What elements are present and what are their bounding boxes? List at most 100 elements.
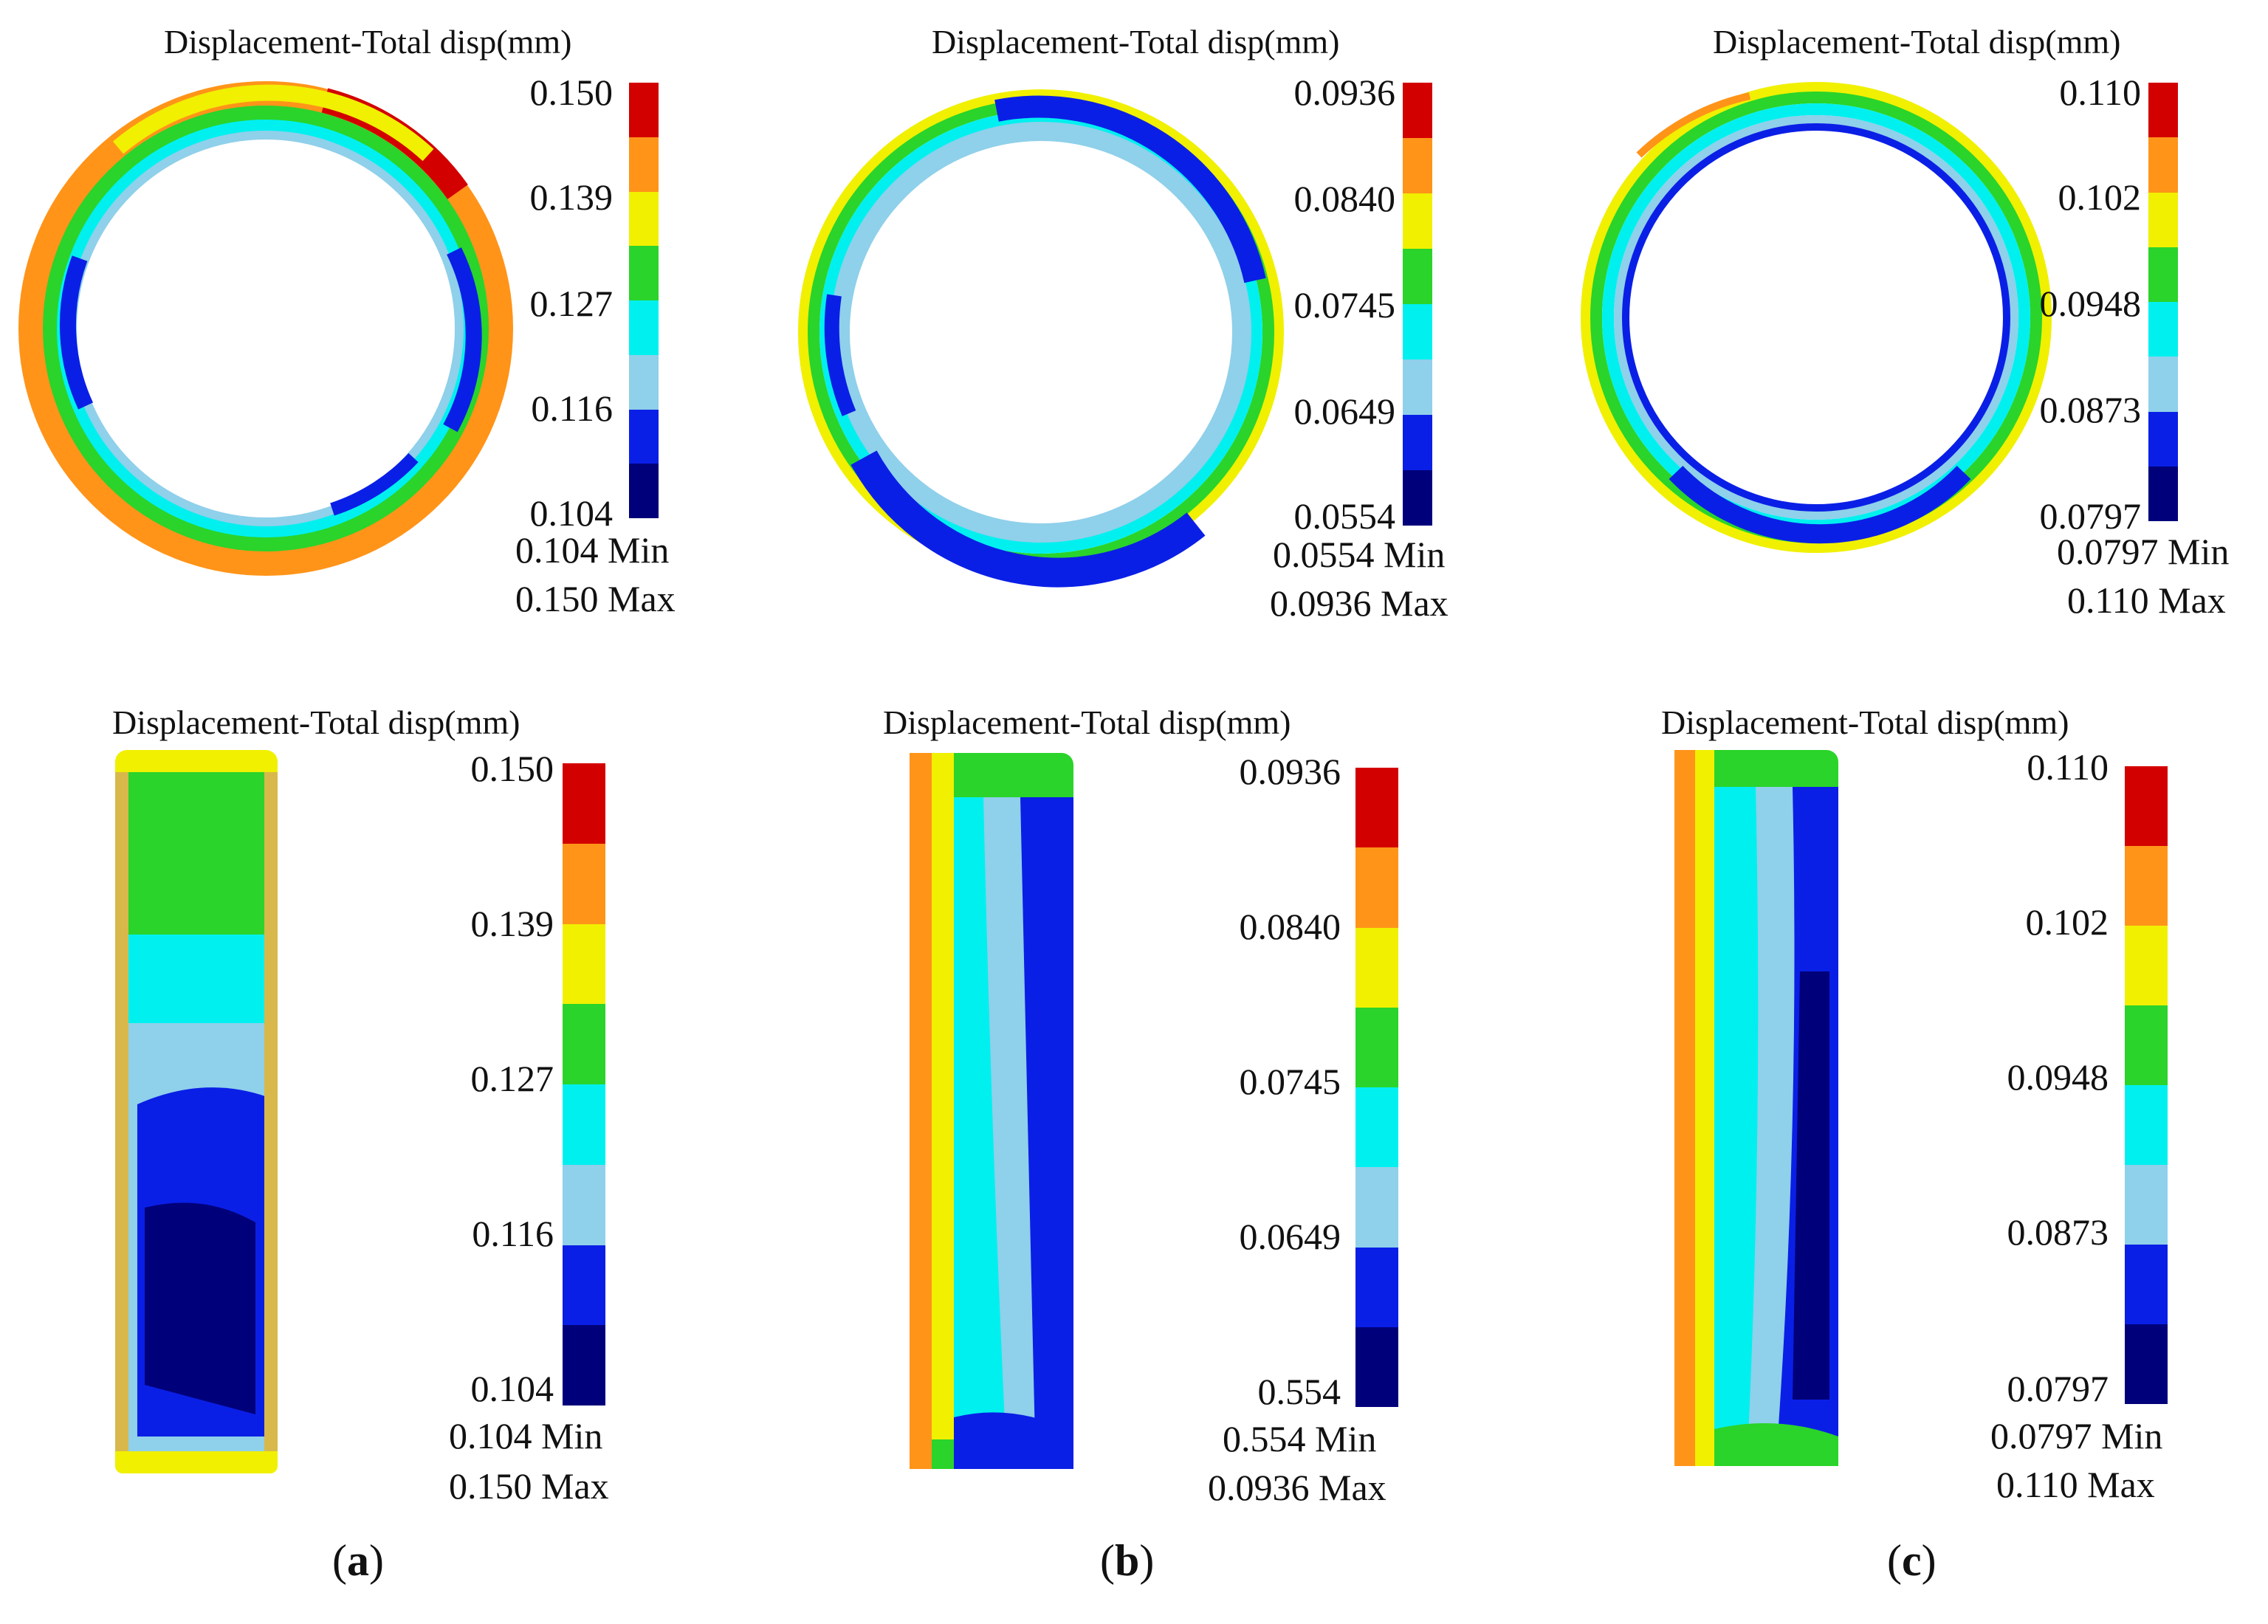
legend-tick-4: 0.0873 (2039, 389, 2142, 430)
ring-model-top-c (1581, 82, 2052, 553)
legend-tick-3: 0.127 (529, 283, 614, 324)
legend-title: Displacement-Total disp(mm) (1713, 23, 2121, 61)
legend-tick-3: 0.0745 (1239, 1061, 1341, 1102)
legend-tick-2: 0.139 (470, 903, 554, 944)
color-band-7 (629, 409, 659, 464)
color-band-3 (1403, 193, 1432, 249)
max-value: 0.110 Max (2067, 579, 2226, 621)
color-band-5 (563, 1084, 605, 1165)
min-value: 0.104 Min (515, 529, 670, 571)
color-band-7 (563, 1245, 605, 1326)
caption-b: (b) (1100, 1535, 1154, 1586)
color-band-2 (2148, 137, 2178, 193)
legend-tick-1: 0.0936 (1293, 72, 1396, 113)
legend-tick-5: 0.0797 (2039, 495, 2142, 537)
color-band-6 (1403, 359, 1432, 415)
color-band-1 (2148, 83, 2178, 138)
color-band-5 (2125, 1085, 2168, 1165)
color-band-4 (629, 246, 659, 300)
color-band-7 (1403, 415, 1432, 470)
legend-tick-5: 0.554 (1257, 1371, 1341, 1412)
min-value: 0.0554 Min (1273, 534, 1446, 575)
color-band-7 (2125, 1245, 2168, 1324)
color-band-2 (2125, 846, 2168, 926)
caption-close-paren: ) (368, 1536, 384, 1585)
caption-close-paren: ) (1921, 1536, 1937, 1585)
legend-tick-4: 0.0649 (1239, 1216, 1341, 1257)
legend-tick-1: 0.110 (2059, 72, 2141, 113)
caption-close-paren: ) (1139, 1536, 1155, 1585)
legend-title: Displacement-Total disp(mm) (164, 23, 572, 61)
legend-tick-2: 0.102 (2025, 901, 2109, 943)
color-band-2 (629, 137, 659, 192)
color-band-2 (1403, 138, 1432, 193)
color-band-3 (629, 191, 659, 247)
legend-tick-3: 0.0745 (1293, 284, 1396, 326)
color-band-6 (2125, 1165, 2168, 1245)
max-value: 0.150 Max (449, 1465, 609, 1507)
color-band-1 (563, 763, 605, 844)
color-band-6 (1355, 1167, 1398, 1248)
legend-tick-5: 0.0797 (2007, 1368, 2109, 1409)
legend-tick-3: 0.127 (470, 1058, 554, 1099)
legend-tick-4: 0.0649 (1293, 390, 1396, 432)
caption-letter: c (1901, 1536, 1922, 1585)
ring-model-top-b (798, 89, 1284, 588)
color-band-5 (1355, 1087, 1398, 1168)
color-band-8 (2148, 466, 2178, 521)
color-band-2 (563, 843, 605, 924)
legend-tick-4: 0.116 (472, 1213, 554, 1254)
color-band-7 (1355, 1247, 1398, 1327)
legend-tick-5: 0.104 (529, 492, 614, 534)
color-band-3 (2148, 192, 2178, 247)
legend-tick-2: 0.102 (2058, 176, 2142, 218)
legend-tick-1: 0.110 (2027, 746, 2109, 788)
color-band-8 (1403, 470, 1432, 526)
max-value: 0.150 Max (515, 578, 676, 619)
caption-open-paren: ( (332, 1536, 347, 1585)
legend-tick-5: 0.0554 (1293, 495, 1396, 537)
color-band-2 (1355, 847, 1398, 928)
color-band-1 (629, 83, 659, 137)
color-band-1 (1355, 768, 1398, 848)
caption-open-paren: ( (1100, 1536, 1115, 1585)
side-model-bottom-b (910, 753, 1073, 1469)
color-bar (563, 763, 605, 1405)
color-band-5 (1403, 304, 1432, 359)
side-model-bottom-c (1674, 750, 1838, 1466)
color-band-6 (629, 354, 659, 410)
color-band-5 (629, 300, 659, 355)
caption-letter: a (346, 1536, 369, 1585)
legend-tick-1: 0.0936 (1239, 751, 1341, 792)
color-band-1 (1403, 83, 1432, 138)
legend-tick-4: 0.0873 (2007, 1211, 2109, 1253)
side-model-bottom-a (115, 750, 278, 1473)
color-band-8 (563, 1325, 605, 1405)
legend-tick-2: 0.139 (529, 176, 614, 218)
caption-a: (a) (332, 1535, 384, 1586)
legend-tick-1: 0.150 (529, 72, 614, 113)
legend-tick-3: 0.0948 (2007, 1056, 2109, 1098)
legend-tick-5: 0.104 (470, 1368, 554, 1409)
color-bar (2148, 83, 2178, 521)
color-band-4 (2148, 247, 2178, 302)
min-value: 0.554 Min (1223, 1418, 1377, 1459)
color-band-6 (2148, 357, 2178, 412)
color-bar (2125, 766, 2168, 1404)
color-band-8 (2125, 1324, 2168, 1404)
color-band-8 (629, 464, 659, 518)
caption-c: (c) (1887, 1535, 1937, 1586)
color-band-4 (1403, 249, 1432, 304)
min-value: 0.0797 Min (1990, 1415, 2163, 1456)
color-bar (1355, 768, 1398, 1407)
color-band-6 (563, 1164, 605, 1245)
color-band-5 (2148, 302, 2178, 357)
legend-tick-2: 0.0840 (1293, 178, 1396, 219)
min-value: 0.104 Min (449, 1415, 603, 1456)
color-band-8 (1355, 1327, 1398, 1407)
ring-model-top-a (18, 81, 513, 576)
legend-tick-2: 0.0840 (1239, 906, 1341, 947)
legend-title: Displacement-Total disp(mm) (112, 703, 520, 741)
max-value: 0.0936 Max (1208, 1467, 1386, 1508)
color-band-7 (2148, 411, 2178, 467)
